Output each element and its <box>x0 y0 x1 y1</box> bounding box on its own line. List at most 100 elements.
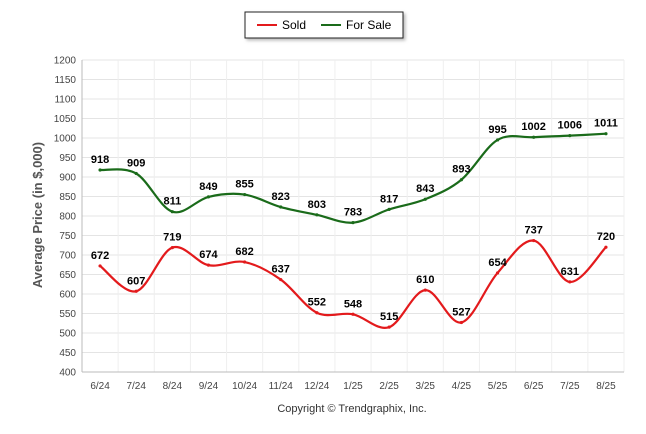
data-label-for-sale-3: 849 <box>199 181 217 193</box>
y-tick-label-500: 500 <box>59 329 76 340</box>
y-tick-label-1000: 1000 <box>54 134 77 145</box>
data-point-sold-10 <box>459 320 463 325</box>
y-axis-ticks: 400 450 500 550 600 650 700 750 800 850 900 950 1000… <box>54 56 77 379</box>
y-tick-label-400: 400 <box>59 368 76 379</box>
y-tick-label-750: 750 <box>59 231 76 242</box>
data-label-for-sale-5: 823 <box>272 191 290 203</box>
data-point-sold-13 <box>568 280 572 284</box>
y-axis-title: Average Price (in $,000) <box>30 142 45 288</box>
data-point-for-sale-1 <box>134 171 138 176</box>
data-point-for-sale-14 <box>604 132 608 136</box>
data-point-for-sale-8 <box>387 207 391 211</box>
data-label-for-sale-14: 1011 <box>594 118 618 130</box>
y-tick-label-700: 700 <box>59 251 76 262</box>
data-label-sold-2: 719 <box>163 232 181 244</box>
y-tick-label-550: 550 <box>59 309 76 320</box>
x-tick-label-1-25: 1/25 <box>343 381 363 392</box>
x-tick-label-6-25: 6/25 <box>524 381 544 392</box>
data-point-sold-11 <box>495 271 500 275</box>
data-label-sold-13: 631 <box>561 266 579 278</box>
legend-label-sold: Sold <box>282 18 306 32</box>
data-point-for-sale-9 <box>423 197 427 201</box>
y-tick-label-800: 800 <box>59 212 76 223</box>
data-label-for-sale-6: 803 <box>308 199 326 211</box>
x-tick-label-9-24: 9/24 <box>199 381 219 392</box>
data-point-for-sale-4 <box>243 192 247 197</box>
x-tick-label-7-25: 7/25 <box>560 381 580 392</box>
data-point-sold-14 <box>604 245 608 249</box>
y-tick-label-600: 600 <box>59 290 76 301</box>
data-point-for-sale-2 <box>170 210 174 214</box>
x-tick-label-5-25: 5/25 <box>488 381 508 392</box>
x-tick-label-12-24: 12/24 <box>304 381 329 392</box>
data-label-sold-10: 527 <box>452 306 470 318</box>
data-label-sold-4: 682 <box>235 246 253 258</box>
y-tick-label-850: 850 <box>59 192 76 203</box>
data-label-for-sale-12: 1002 <box>521 121 545 133</box>
data-label-sold-6: 552 <box>308 297 326 309</box>
data-point-for-sale-7 <box>351 221 355 225</box>
data-point-for-sale-6 <box>315 213 319 217</box>
y-tick-label-1200: 1200 <box>54 56 77 67</box>
data-point-sold-9 <box>423 288 427 292</box>
chart-legend: Sold For Sale <box>244 11 404 39</box>
data-label-sold-0: 672 <box>91 250 109 262</box>
data-point-sold-8 <box>387 325 391 329</box>
x-tick-label-3-25: 3/25 <box>416 381 436 392</box>
data-point-sold-1 <box>134 289 138 293</box>
data-point-sold-4 <box>243 260 247 264</box>
data-point-sold-7 <box>351 312 355 316</box>
data-label-sold-3: 674 <box>199 249 218 261</box>
x-tick-label-10-24: 10/24 <box>232 381 257 392</box>
data-label-for-sale-1: 909 <box>127 157 145 169</box>
y-tick-label-1100: 1100 <box>54 95 76 106</box>
data-label-sold-9: 610 <box>416 274 434 286</box>
legend-label-for-sale: For Sale <box>346 18 392 32</box>
data-point-sold-2 <box>170 245 174 250</box>
x-tick-label-2-25: 2/25 <box>379 381 399 392</box>
data-label-sold-8: 515 <box>380 311 398 323</box>
data-point-sold-3 <box>206 263 211 267</box>
data-point-sold-0 <box>98 264 102 268</box>
x-tick-label-4-25: 4/25 <box>452 381 472 392</box>
series-lines <box>98 132 608 329</box>
data-point-sold-6 <box>315 311 319 315</box>
y-tick-label-650: 650 <box>59 270 76 281</box>
data-point-for-sale-10 <box>459 178 463 182</box>
x-tick-label-8-25: 8/25 <box>596 381 616 392</box>
data-label-for-sale-13: 1006 <box>558 120 582 132</box>
data-label-for-sale-8: 817 <box>380 193 398 205</box>
grid-lines <box>81 59 625 373</box>
data-label-for-sale-2: 811 <box>163 196 181 208</box>
data-label-sold-5: 637 <box>272 264 290 276</box>
y-tick-label-1150: 1150 <box>54 75 76 86</box>
data-label-sold-14: 720 <box>597 231 615 243</box>
data-label-sold-7: 548 <box>344 298 362 310</box>
data-point-for-sale-3 <box>206 195 211 199</box>
data-label-for-sale-10: 893 <box>452 164 470 176</box>
data-label-sold-11: 654 <box>488 257 507 269</box>
data-point-sold-12 <box>532 238 536 243</box>
data-label-sold-12: 737 <box>524 225 542 237</box>
y-tick-label-900: 900 <box>59 173 76 184</box>
x-tick-label-7-24: 7/24 <box>126 381 146 392</box>
data-label-for-sale-7: 783 <box>344 207 362 219</box>
data-point-for-sale-11 <box>495 138 500 142</box>
y-tick-label-450: 450 <box>59 348 76 359</box>
y-tick-label-950: 950 <box>59 153 76 164</box>
data-label-for-sale-4: 855 <box>235 179 253 191</box>
data-labels: 672 607 719 674 682 637 552 548 515 610 527 654 737 6… <box>91 118 618 323</box>
y-tick-label-1050: 1050 <box>54 114 77 125</box>
x-tick-label-8-24: 8/24 <box>163 381 183 392</box>
data-point-for-sale-13 <box>568 134 572 138</box>
data-label-for-sale-11: 995 <box>488 124 506 136</box>
data-point-sold-5 <box>279 277 283 282</box>
data-label-sold-1: 607 <box>127 275 145 287</box>
x-axis-ticks: 6/24 7/24 8/24 9/24 10/24 11/24 12/24 1/25 2/25 3… <box>90 381 616 392</box>
x-tick-label-6-24: 6/24 <box>90 381 110 392</box>
x-tick-label-11-24: 11/24 <box>269 381 294 392</box>
data-point-for-sale-5 <box>279 205 283 209</box>
copyright-footer: Copyright © Trendgraphix, Inc. <box>277 403 426 415</box>
data-point-for-sale-12 <box>532 135 536 139</box>
